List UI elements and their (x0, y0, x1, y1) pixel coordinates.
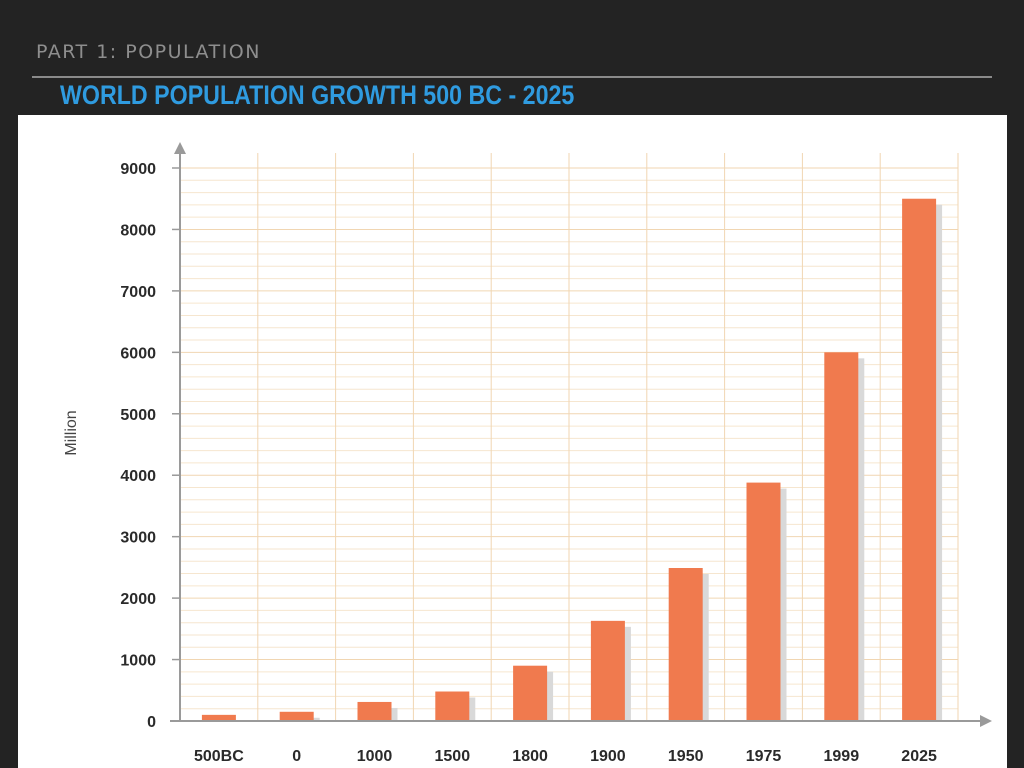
y-axis-arrow-icon (174, 142, 186, 154)
x-tick-label: 500BC (194, 748, 244, 765)
bar-1975 (746, 482, 781, 721)
y-tick-label: 1000 (120, 653, 156, 670)
header-divider (32, 76, 992, 78)
x-tick-label: 1000 (357, 748, 393, 765)
section-label: PART 1: POPULATION (36, 41, 261, 63)
bar-0 (279, 711, 314, 721)
chart-panel: 0 1000 2000 3000 4000 5000 6000 7000 8000 9000 500… (18, 115, 1007, 768)
y-tick-label: 7000 (120, 284, 156, 301)
bar-1500 (435, 691, 470, 721)
y-tick-label: 4000 (120, 468, 156, 485)
tick-labels: 0 1000 2000 3000 4000 5000 6000 7000 8000 9000 500… (120, 161, 937, 765)
x-tick-label: 1950 (668, 748, 704, 765)
y-tick-label: 3000 (120, 530, 156, 547)
x-tick-label: 0 (292, 748, 301, 765)
population-bar-chart: 0 1000 2000 3000 4000 5000 6000 7000 8000 9000 500… (63, 142, 992, 765)
bars (201, 198, 943, 721)
y-tick-label: 9000 (120, 161, 156, 178)
x-tick-label: 1999 (824, 748, 860, 765)
x-tick-label: 2025 (901, 748, 937, 765)
bar-2025 (902, 198, 937, 721)
bar-1000 (357, 701, 392, 721)
y-tick-label: 2000 (120, 591, 156, 608)
slide-title: WORLD POPULATION GROWTH 500 BC - 2025 (60, 80, 575, 110)
x-tick-label: 1500 (435, 748, 471, 765)
x-tick-label: 1900 (590, 748, 626, 765)
y-tick-label: 8000 (120, 222, 156, 239)
y-tick-label: 5000 (120, 407, 156, 424)
bar-1900 (590, 620, 625, 721)
y-tick-label: 6000 (120, 345, 156, 362)
bar-1999 (824, 352, 859, 721)
x-tick-label: 1800 (512, 748, 548, 765)
bar-1950 (668, 568, 703, 721)
bar-500BC (201, 714, 236, 721)
axes (170, 142, 992, 727)
x-axis-arrow-icon (980, 715, 992, 727)
y-tick-label: 0 (147, 714, 156, 731)
x-tick-label: 1975 (746, 748, 782, 765)
y-axis-title: Million (63, 410, 80, 455)
bar-1800 (513, 665, 548, 721)
